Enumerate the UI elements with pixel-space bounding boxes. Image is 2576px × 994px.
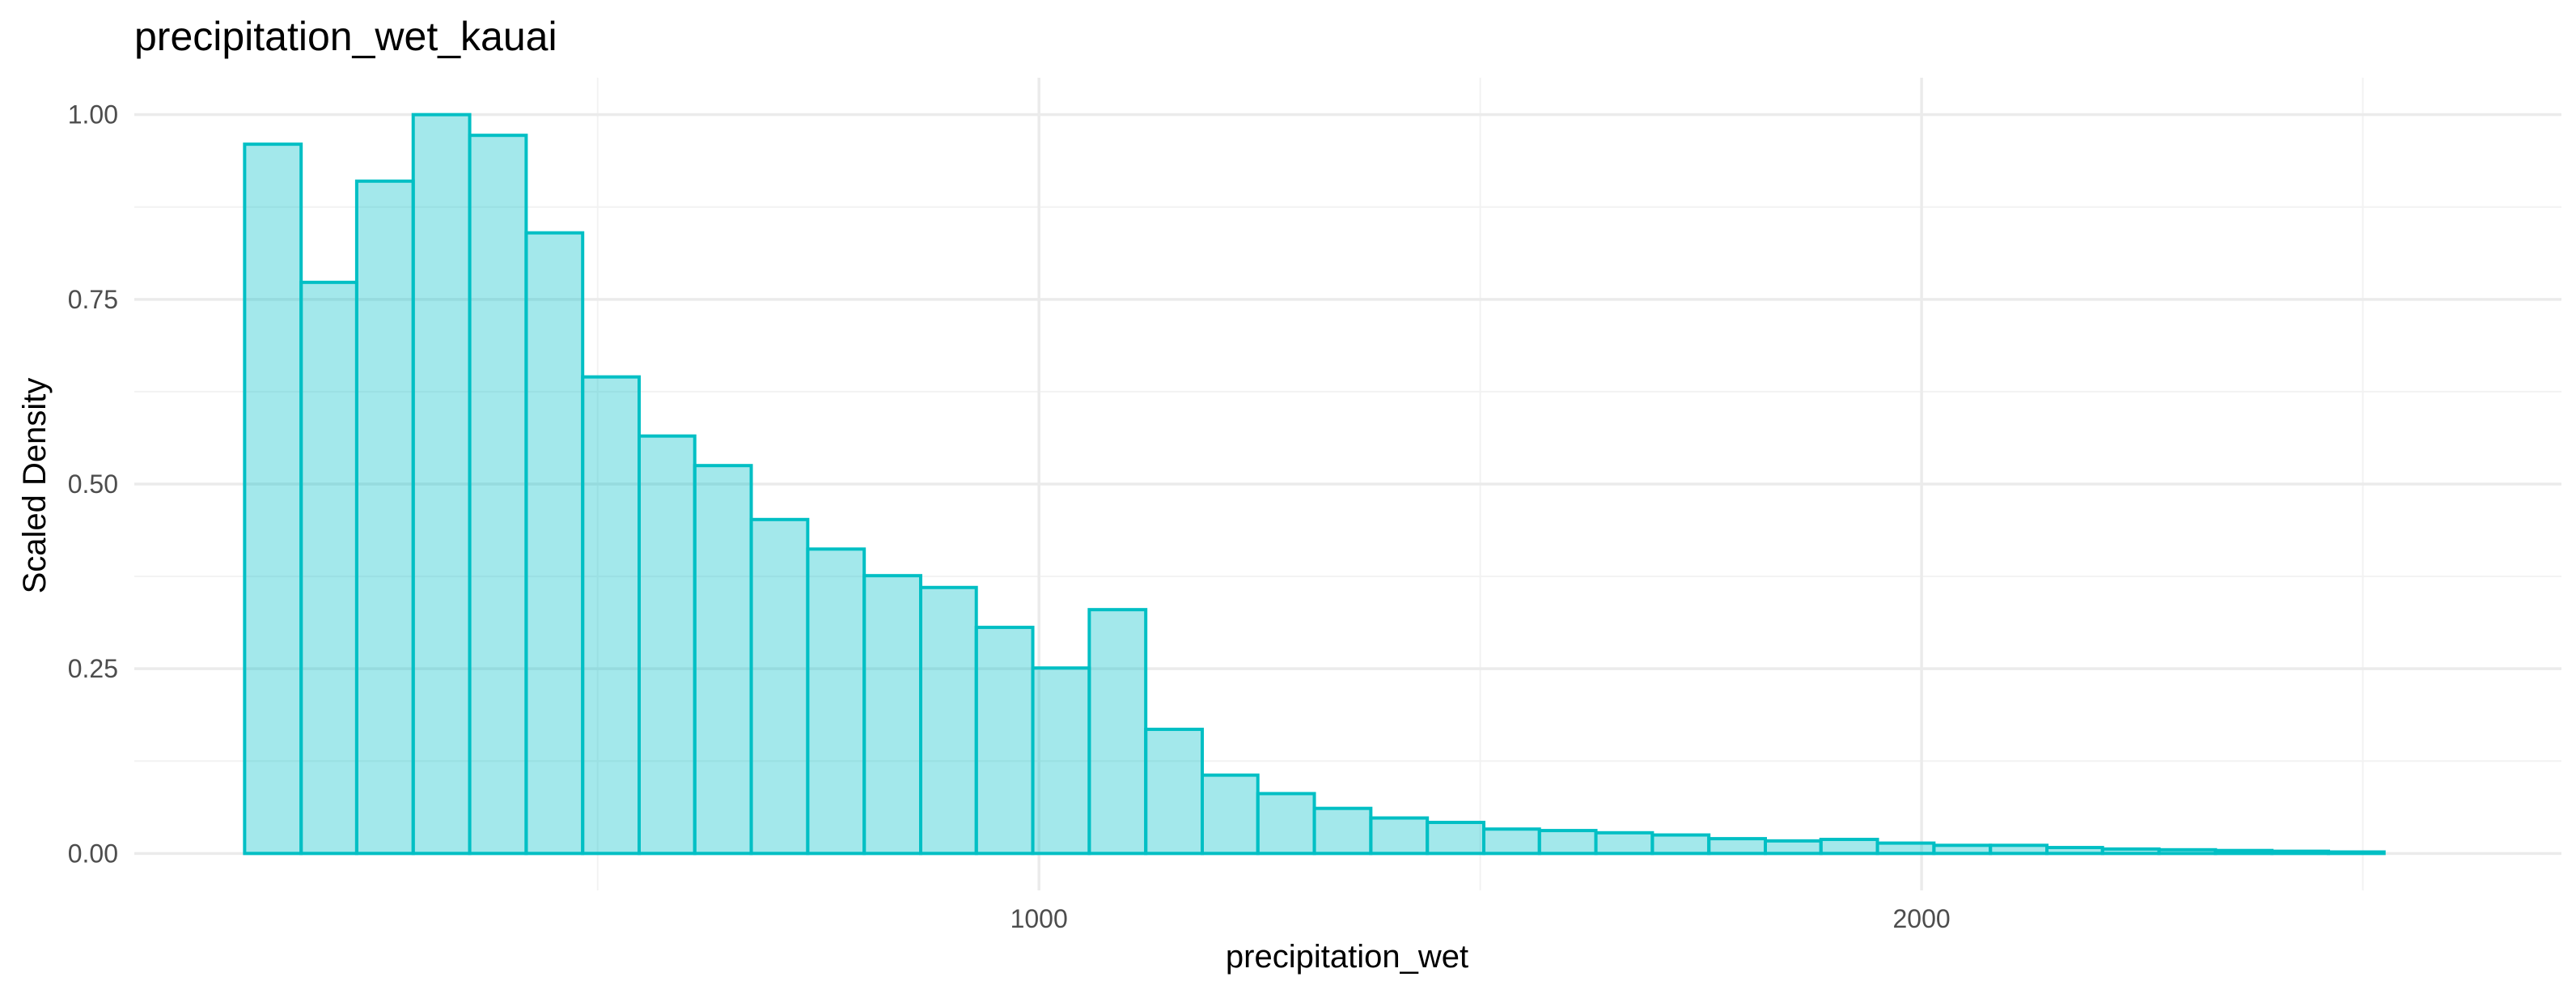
major-gridlines xyxy=(134,78,2561,890)
x-tick-label-0: 1000 xyxy=(1010,904,1068,933)
y-tick-label-2: 0.50 xyxy=(68,469,118,499)
histogram-bar-29 xyxy=(1875,841,1936,856)
histogram-bar-32 xyxy=(2045,846,2104,856)
histogram-bar-14 xyxy=(1031,666,1091,856)
histogram-bar-37 xyxy=(2327,850,2386,856)
histogram-bar-5 xyxy=(524,231,585,856)
histogram-bar-24 xyxy=(1594,830,1654,856)
y-tick-label-1: 0.25 xyxy=(68,654,118,683)
histogram-bar-20 xyxy=(1369,816,1430,856)
x-tick-label-1: 2000 xyxy=(1892,904,1950,933)
histogram-bar-23 xyxy=(1537,829,1598,856)
histogram-bar-3 xyxy=(411,113,472,856)
x-axis-title: precipitation_wet xyxy=(1226,939,1468,975)
histogram-bar-2 xyxy=(354,179,415,856)
histogram-bar-30 xyxy=(1932,843,1993,856)
histogram-bar-31 xyxy=(1989,843,2049,856)
histogram-bar-11 xyxy=(862,574,922,856)
histogram-bar-21 xyxy=(1426,821,1485,856)
histogram-bar-18 xyxy=(1256,792,1316,856)
histogram-bar-26 xyxy=(1707,837,1768,856)
histogram-bar-1 xyxy=(299,280,358,856)
histogram-bar-33 xyxy=(2100,847,2161,856)
histogram-bar-10 xyxy=(806,547,866,856)
histogram-bar-22 xyxy=(1482,827,1541,856)
y-tick-label-4: 1.00 xyxy=(68,100,118,130)
histogram-bars xyxy=(243,113,2386,856)
histogram-bar-7 xyxy=(638,434,697,856)
histogram-bar-12 xyxy=(919,585,978,856)
histogram-bar-34 xyxy=(2157,847,2218,856)
histogram-bar-15 xyxy=(1087,608,1148,856)
histogram-bar-4 xyxy=(468,134,528,856)
histogram-bar-19 xyxy=(1312,806,1373,856)
histogram-bar-36 xyxy=(2270,849,2331,856)
y-axis-title: Scaled Density xyxy=(17,378,53,594)
y-axis-tick-labels: 0.00 0.25 0.50 0.75 1.00 xyxy=(68,100,118,869)
histogram-bar-28 xyxy=(1819,838,1879,856)
histogram-bar-13 xyxy=(974,626,1035,856)
x-axis-tick-labels: 1000 2000 xyxy=(1010,904,1951,933)
histogram-bar-17 xyxy=(1201,773,1260,856)
histogram-bar-35 xyxy=(2214,848,2274,856)
histogram-bar-25 xyxy=(1650,833,1711,856)
histogram-bar-6 xyxy=(581,375,642,856)
histogram-bar-16 xyxy=(1144,728,1204,856)
histogram-bar-8 xyxy=(693,464,753,856)
y-tick-label-3: 0.75 xyxy=(68,285,118,314)
chart-title: precipitation_wet_kauai xyxy=(134,14,557,59)
y-tick-label-0: 0.00 xyxy=(68,839,118,868)
histogram-bar-9 xyxy=(749,517,810,856)
histogram-bar-0 xyxy=(243,142,303,856)
histogram-bar-27 xyxy=(1764,839,1823,856)
